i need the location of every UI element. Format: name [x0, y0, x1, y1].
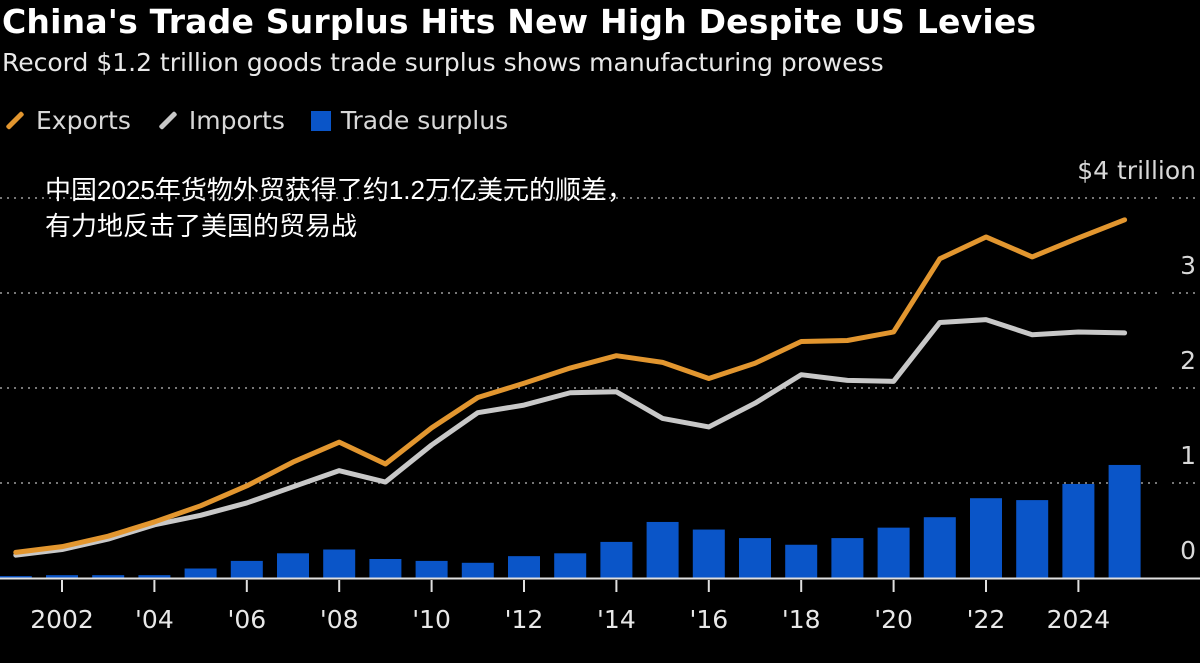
- legend-label: Imports: [188, 106, 285, 135]
- legend-label: Exports: [36, 106, 131, 135]
- surplus-bar: [600, 541, 633, 578]
- annotation-line-2: 有力地反击了美国的贸易战: [45, 211, 358, 241]
- surplus-bar: [508, 556, 540, 578]
- surplus-bar: [46, 575, 78, 578]
- x-tick-label: '04: [135, 605, 174, 634]
- surplus-swatch-icon: [310, 110, 331, 131]
- y-tick-label: $4 trillion: [1077, 156, 1196, 185]
- surplus-bar: [138, 575, 171, 578]
- x-tick-label: '12: [505, 605, 544, 634]
- y-tick-label: 3: [1180, 251, 1196, 280]
- surplus-bar: [230, 560, 263, 578]
- surplus-bar: [369, 559, 402, 578]
- surplus-bar: [785, 544, 818, 578]
- chart-subtitle: Record $1.2 trillion goods trade surplus…: [2, 48, 884, 77]
- legend-label: Trade surplus: [340, 106, 509, 135]
- x-tick-label: '08: [320, 605, 359, 634]
- x-tick-label: '22: [967, 605, 1006, 634]
- legend-imports: Imports: [157, 106, 285, 135]
- x-tick-label: '18: [782, 605, 821, 634]
- surplus-bar: [415, 560, 448, 578]
- surplus-bar: [970, 498, 1002, 578]
- surplus-bar: [323, 549, 356, 578]
- legend: Exports Imports Trade surplus: [4, 106, 508, 135]
- x-tick-label: '10: [412, 605, 451, 634]
- y-tick-label: 0: [1180, 536, 1196, 565]
- x-tick-label: 2002: [30, 605, 94, 634]
- surplus-bar: [554, 553, 587, 578]
- legend-exports: Exports: [4, 106, 131, 135]
- surplus-bar: [277, 553, 309, 578]
- surplus-bar: [877, 527, 910, 578]
- surplus-bar: [184, 568, 217, 578]
- x-tick-label: '16: [689, 605, 728, 634]
- surplus-bar: [923, 517, 956, 578]
- exports-line: [13, 217, 1128, 555]
- surplus-bar: [1108, 464, 1141, 578]
- surplus-bar: [646, 521, 679, 578]
- surplus-bar: [1016, 500, 1049, 578]
- x-tick-label: '14: [597, 605, 636, 634]
- annotation: 中国2025年货物外贸获得了约1.2万亿美元的顺差， 有力地反击了美国的贸易战: [45, 172, 633, 244]
- surplus-bar: [739, 538, 771, 578]
- y-tick-label: 2: [1180, 346, 1196, 375]
- annotation-line-1: 中国2025年货物外贸获得了约1.2万亿美元的顺差，: [45, 175, 633, 205]
- x-tick-label: '20: [874, 605, 913, 634]
- chart-title: China's Trade Surplus Hits New High Desp…: [2, 2, 1037, 41]
- x-tick-label: '06: [227, 605, 266, 634]
- surplus-bar: [692, 529, 725, 578]
- x-tick-label: 2024: [1047, 605, 1111, 634]
- imports-line: [13, 317, 1128, 558]
- surplus-bar: [0, 576, 32, 578]
- surplus-bar: [831, 538, 864, 578]
- legend-surplus: Trade surplus: [310, 106, 509, 135]
- surplus-bar: [461, 562, 494, 578]
- surplus-bar: [1062, 483, 1095, 578]
- surplus-bar: [92, 575, 125, 578]
- y-tick-label: 1: [1180, 441, 1196, 470]
